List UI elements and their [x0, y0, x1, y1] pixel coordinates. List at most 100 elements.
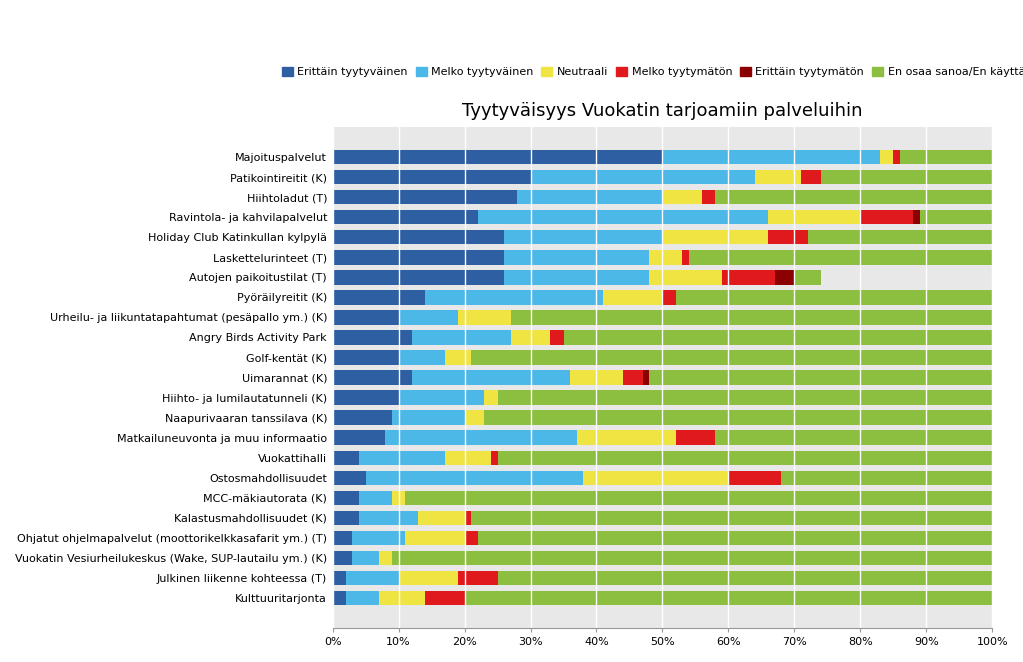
Bar [663, 190, 702, 205]
Bar [379, 551, 392, 565]
Bar [425, 290, 604, 305]
Bar [682, 250, 688, 265]
Bar [472, 350, 992, 365]
Bar [570, 370, 623, 385]
Bar [497, 391, 992, 405]
Title: Tyytyväisyys Vuokatin tarjoamiin palveluihin: Tyytyväisyys Vuokatin tarjoamiin palvelu… [462, 102, 862, 120]
Bar [531, 170, 755, 185]
Bar [564, 330, 992, 345]
Bar [332, 430, 386, 445]
Bar [774, 270, 794, 285]
Bar [782, 471, 992, 485]
Bar [675, 430, 715, 445]
Bar [688, 250, 992, 265]
Bar [642, 370, 650, 385]
Bar [504, 230, 663, 244]
Bar [510, 310, 992, 324]
Bar [464, 531, 478, 545]
Bar [675, 290, 992, 305]
Bar [386, 430, 577, 445]
Bar [332, 551, 353, 565]
Bar [491, 451, 497, 465]
Bar [914, 210, 920, 224]
Bar [550, 330, 564, 345]
Bar [768, 210, 860, 224]
Bar [332, 591, 346, 605]
Bar [458, 571, 497, 585]
Bar [497, 571, 992, 585]
Bar [893, 150, 900, 164]
Bar [332, 571, 346, 585]
Bar [715, 430, 992, 445]
Bar [458, 310, 510, 324]
Bar [359, 491, 392, 505]
Bar [445, 350, 472, 365]
Bar [577, 430, 675, 445]
Bar [604, 290, 663, 305]
Bar [412, 370, 570, 385]
Bar [332, 210, 478, 224]
Bar [332, 491, 359, 505]
Bar [392, 491, 405, 505]
Bar [768, 230, 807, 244]
Bar [332, 531, 353, 545]
Bar [650, 370, 992, 385]
Bar [860, 210, 914, 224]
Bar [332, 410, 392, 425]
Bar [412, 330, 510, 345]
Bar [478, 531, 992, 545]
Bar [623, 370, 642, 385]
Bar [332, 170, 531, 185]
Bar [405, 531, 464, 545]
Bar [359, 510, 418, 525]
Bar [807, 230, 992, 244]
Bar [484, 391, 497, 405]
Bar [399, 391, 484, 405]
Bar [405, 491, 992, 505]
Bar [583, 471, 728, 485]
Bar [332, 270, 504, 285]
Legend: Erittäin tyytyväinen, Melko tyytyväinen, Neutraali, Melko tyytymätön, Erittäin t: Erittäin tyytyväinen, Melko tyytyväinen,… [277, 63, 1023, 82]
Bar [920, 210, 992, 224]
Bar [464, 410, 484, 425]
Bar [332, 310, 399, 324]
Bar [801, 170, 820, 185]
Bar [332, 190, 518, 205]
Bar [418, 510, 464, 525]
Bar [484, 410, 992, 425]
Bar [663, 290, 675, 305]
Bar [332, 250, 504, 265]
Bar [504, 270, 650, 285]
Bar [715, 190, 992, 205]
Bar [472, 510, 992, 525]
Bar [365, 471, 583, 485]
Bar [392, 410, 464, 425]
Bar [359, 451, 445, 465]
Bar [332, 330, 412, 345]
Bar [425, 591, 464, 605]
Bar [332, 510, 359, 525]
Bar [900, 150, 992, 164]
Bar [332, 471, 365, 485]
Bar [880, 150, 893, 164]
Bar [755, 170, 801, 185]
Bar [392, 551, 992, 565]
Bar [353, 531, 405, 545]
Bar [663, 150, 880, 164]
Bar [332, 350, 399, 365]
Bar [332, 150, 663, 164]
Bar [399, 310, 458, 324]
Bar [722, 270, 774, 285]
Bar [399, 571, 458, 585]
Bar [464, 510, 472, 525]
Bar [728, 471, 782, 485]
Bar [504, 250, 650, 265]
Bar [650, 250, 682, 265]
Bar [346, 571, 399, 585]
Bar [794, 270, 820, 285]
Bar [332, 370, 412, 385]
Bar [346, 591, 379, 605]
Bar [445, 451, 491, 465]
Bar [332, 391, 399, 405]
Bar [332, 290, 425, 305]
